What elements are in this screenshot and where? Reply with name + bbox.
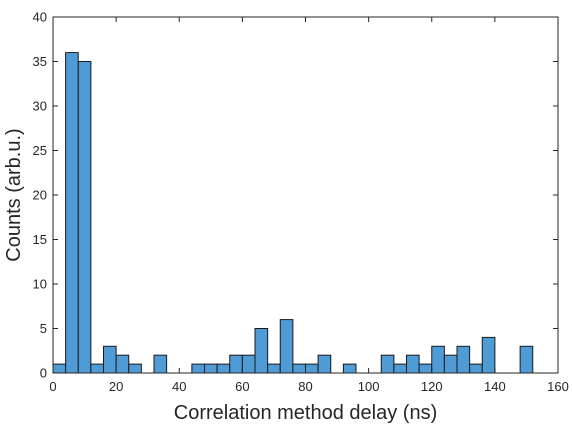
x-axis-label: Correlation method delay (ns) bbox=[174, 402, 437, 424]
x-tick-label: 80 bbox=[298, 379, 312, 394]
y-tick-label: 10 bbox=[33, 277, 47, 292]
histogram-bar bbox=[267, 363, 281, 374]
plot-frame bbox=[52, 16, 559, 374]
y-tick-label: 5 bbox=[40, 321, 47, 336]
x-tick-label: 60 bbox=[235, 379, 249, 394]
histogram-bar bbox=[115, 354, 130, 374]
histogram-bar bbox=[456, 345, 471, 374]
x-tick-label: 120 bbox=[421, 379, 443, 394]
y-axis-label: Counts (arb.u.) bbox=[3, 128, 25, 261]
histogram-bar bbox=[305, 363, 319, 374]
histogram-bar bbox=[254, 328, 269, 374]
ticks-group: 0 20 40 60 80 100 120 140 160 0 5 10 15 20 25 30 35 40 bbox=[33, 10, 569, 395]
x-tick-label: 100 bbox=[358, 379, 380, 394]
histogram-bar bbox=[443, 354, 458, 374]
y-tick-label: 30 bbox=[33, 99, 47, 114]
histogram-bar bbox=[241, 354, 256, 374]
histogram-bar bbox=[65, 52, 79, 374]
histogram-bar bbox=[153, 354, 168, 374]
y-tick-label: 25 bbox=[33, 143, 47, 158]
histogram-bar bbox=[380, 354, 395, 374]
bars-group bbox=[52, 52, 558, 374]
x-tick-label: 20 bbox=[109, 379, 123, 394]
histogram-bar bbox=[292, 363, 306, 374]
y-tick-label: 20 bbox=[33, 188, 47, 203]
histogram-bar bbox=[469, 363, 483, 374]
histogram-bar bbox=[52, 363, 67, 374]
histogram-bar bbox=[191, 363, 205, 374]
histogram-bar bbox=[77, 61, 92, 374]
x-tick-label: 140 bbox=[484, 379, 506, 394]
y-tick-label: 0 bbox=[40, 366, 47, 381]
histogram-bar bbox=[216, 363, 231, 374]
histogram-bar bbox=[128, 363, 142, 374]
histogram-bar bbox=[317, 354, 332, 374]
histogram-bar bbox=[342, 363, 357, 374]
histogram-bar bbox=[406, 354, 420, 374]
x-tick-label: 40 bbox=[172, 379, 186, 394]
histogram-bar bbox=[204, 363, 218, 374]
x-tick-label: 0 bbox=[49, 379, 56, 394]
histogram-bar bbox=[229, 354, 243, 374]
histogram-bar bbox=[519, 345, 534, 374]
histogram-bar bbox=[103, 345, 117, 374]
histogram-bar bbox=[431, 345, 445, 374]
histogram-bar bbox=[90, 363, 104, 374]
histogram-bar bbox=[481, 336, 496, 374]
x-tick-label: 160 bbox=[547, 379, 569, 394]
histogram-bar bbox=[393, 363, 407, 374]
histogram-bar bbox=[418, 363, 433, 374]
y-tick-label: 15 bbox=[33, 232, 47, 247]
y-tick-label: 40 bbox=[33, 10, 47, 25]
histogram-bar bbox=[279, 319, 294, 374]
y-tick-label: 35 bbox=[33, 54, 47, 69]
